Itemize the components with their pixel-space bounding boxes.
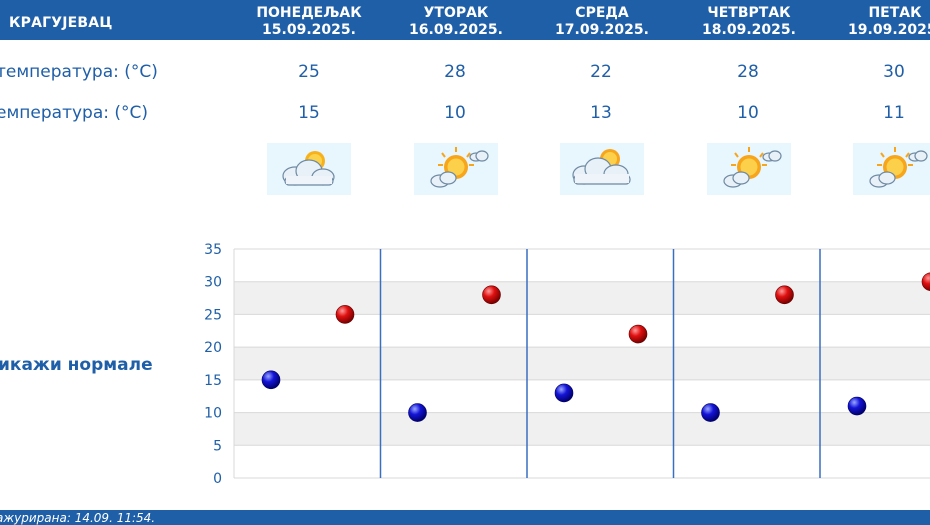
day-header-3: СРЕДА 17.09.2025. [527,5,677,39]
min-temp-point [847,396,867,416]
y-tick-label: 30 [204,275,222,291]
forecast-header: КРАГУЈЕВАЦ ПОНЕДЕЉАК 15.09.2025. УТОРАК … [0,0,930,40]
y-tick-label: 10 [204,406,222,422]
day-date: 15.09.2025. [262,22,356,38]
grid-band [234,412,930,446]
day-date: 17.09.2025. [555,22,649,38]
max-temp-point [775,285,794,305]
day-date: 19.09.2025. [848,22,930,38]
min-temp-point [261,370,281,390]
partly-cloudy-icon [267,143,351,195]
y-tick-label: 0 [213,471,222,487]
y-tick-label: 5 [213,438,222,454]
day-date: 16.09.2025. [409,22,503,38]
y-tick-label: 15 [204,373,222,389]
day-date: 18.09.2025. [702,22,796,38]
temperature-chart: 0 5 10 15 20 25 30 35 [204,242,930,487]
max-temp-value: 28 [737,62,759,82]
min-temp-value: 15 [298,103,320,123]
y-tick-label: 20 [204,340,222,356]
day-header-4: ЧЕТВРТАК 18.09.2025. [674,5,824,39]
y-tick-label: 25 [204,307,222,323]
city-name: КРАГУЈЕВАЦ [9,15,113,31]
cloudy-sun-icon [560,143,644,195]
grid-band [234,347,930,380]
max-temp-point [482,285,501,305]
max-temp-value: 22 [590,62,612,82]
day-name: ЧЕТВРТАК [707,5,791,21]
min-temp-value: 10 [737,103,759,123]
day-header-1: ПОНЕДЕЉАК 15.09.2025. [234,5,384,39]
min-temp-point [554,383,574,403]
min-temp-value: 10 [444,103,466,123]
max-temp-point [335,305,355,324]
day-header-5: ПЕТАК 19.09.2025. [820,5,930,39]
day-name: СРЕДА [575,5,629,21]
y-tick-label: 35 [204,242,222,258]
day-header-2: УТОРАК 16.09.2025. [381,5,531,39]
max-temp-value: 25 [298,62,320,82]
max-temp-point [921,272,930,291]
max-temp-value: 28 [444,62,466,82]
weather-row-label: : [0,161,2,181]
min-temp-value: 11 [883,103,905,123]
min-temp-point [701,403,720,422]
mostly-sunny-icon [853,143,930,195]
day-name: ПЕТАК [868,5,922,21]
min-temp-value: 13 [590,103,612,123]
day-name: ПОНЕДЕЉАК [256,5,362,21]
max-temp-value: 30 [883,62,905,82]
min-temp-label: емпература: (°C) [0,103,149,123]
update-footer: ажурирана: 14.09. 11:54. [0,510,930,525]
min-temp-point [408,403,427,422]
day-name: УТОРАК [423,5,489,21]
max-temp-point [628,324,648,344]
last-updated-text: ажурирана: 14.09. 11:54. [0,511,156,525]
max-temp-label: температура: (°C) [0,62,158,82]
show-normals-link[interactable]: икажи нормале [0,355,153,375]
mostly-sunny-icon [707,143,791,195]
mostly-sunny-icon [414,143,498,195]
